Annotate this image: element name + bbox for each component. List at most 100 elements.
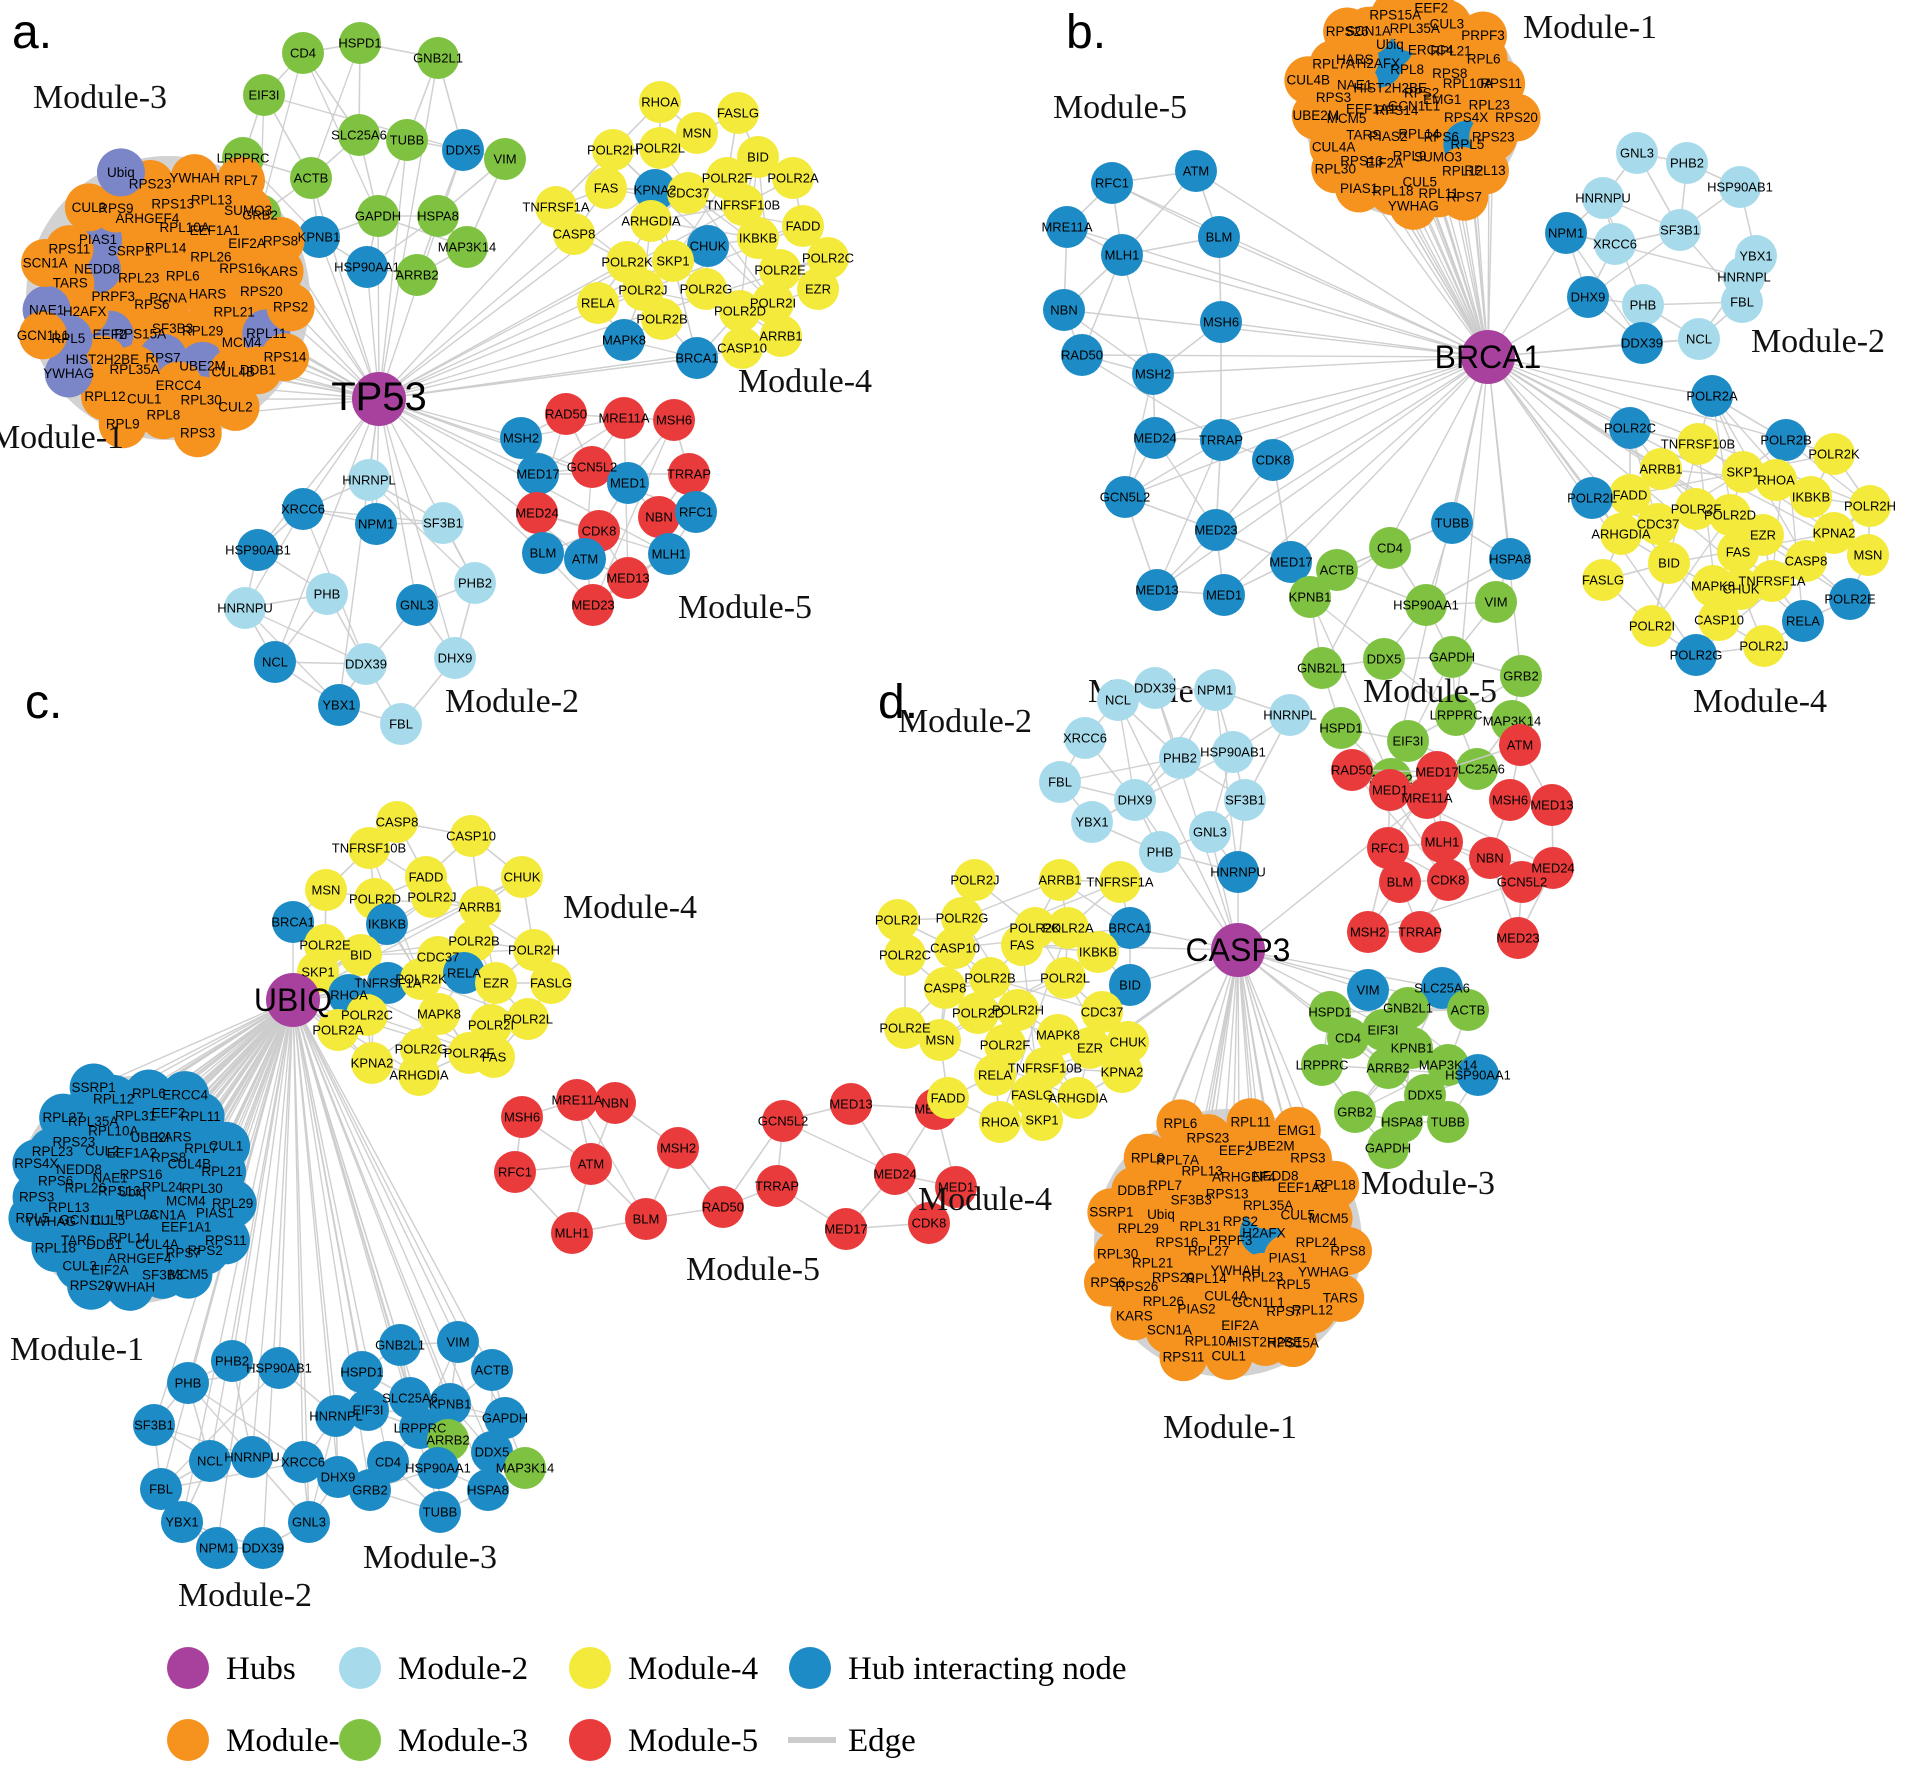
- node-CASP8[interactable]: [376, 801, 418, 843]
- node-YWHAH[interactable]: [170, 154, 219, 203]
- node-NPM1[interactable]: [355, 503, 397, 545]
- node-CASP10[interactable]: [1698, 599, 1740, 641]
- node-GCN5L2[interactable]: [571, 446, 613, 488]
- node-GNL3[interactable]: [288, 1501, 330, 1543]
- node-GNB2L1[interactable]: [1301, 647, 1343, 689]
- node-FADD[interactable]: [782, 205, 824, 247]
- node-ERCC4[interactable]: [161, 1071, 210, 1120]
- node-CASP10[interactable]: [721, 327, 763, 369]
- node-MED1[interactable]: [1203, 574, 1245, 616]
- node-GNL3[interactable]: [396, 584, 438, 626]
- node-MSH2[interactable]: [1347, 911, 1389, 953]
- node-MLH1[interactable]: [1101, 234, 1143, 276]
- node-GAPDH[interactable]: [1367, 1127, 1409, 1169]
- node-CDK8[interactable]: [908, 1202, 950, 1244]
- node-SSRP1[interactable]: [1087, 1188, 1136, 1237]
- node-HSP90AB1[interactable]: [237, 529, 279, 571]
- node-SF3B1[interactable]: [1659, 209, 1701, 251]
- node-RPL11[interactable]: [1226, 1098, 1275, 1147]
- node-MED24[interactable]: [516, 492, 558, 534]
- node-RELA[interactable]: [577, 282, 619, 324]
- node-MAPK8[interactable]: [418, 993, 460, 1035]
- node-RPS11[interactable]: [1159, 1333, 1208, 1382]
- node-MAP3K14[interactable]: [504, 1447, 546, 1489]
- node-RPL30[interactable]: [1311, 145, 1360, 194]
- node-MRE11A[interactable]: [556, 1079, 598, 1121]
- node-NBN[interactable]: [638, 496, 680, 538]
- node-BRCA1[interactable]: [1109, 907, 1151, 949]
- node-HNRNPL[interactable]: [348, 459, 390, 501]
- node-IKBKB[interactable]: [1790, 476, 1832, 518]
- node-BID[interactable]: [737, 136, 779, 178]
- node-POLR2D[interactable]: [1709, 494, 1751, 536]
- node-MED23[interactable]: [572, 584, 614, 626]
- node-MRE11A[interactable]: [1406, 777, 1448, 819]
- node-VIM[interactable]: [437, 1321, 479, 1363]
- node-PRPF3[interactable]: [1458, 11, 1507, 60]
- node-HSP90AB1[interactable]: [1719, 166, 1761, 208]
- node-YBX1[interactable]: [318, 684, 360, 726]
- node-POLR2A[interactable]: [1047, 907, 1089, 949]
- node-ACTB[interactable]: [1447, 989, 1489, 1031]
- node-MED17[interactable]: [1270, 541, 1312, 583]
- node-VIM[interactable]: [1475, 581, 1517, 623]
- node-MAPK8[interactable]: [603, 319, 645, 361]
- node-NPM1[interactable]: [196, 1527, 238, 1569]
- node-RELA[interactable]: [974, 1054, 1016, 1096]
- node-RAD50[interactable]: [702, 1186, 744, 1228]
- node-KARS[interactable]: [1110, 1292, 1159, 1341]
- node-Ubiq[interactable]: [96, 148, 145, 197]
- node-EMG1[interactable]: [1272, 1106, 1321, 1155]
- node-MLH1[interactable]: [648, 533, 690, 575]
- node-CD4[interactable]: [282, 32, 324, 74]
- node-YBX1[interactable]: [161, 1501, 203, 1543]
- node-DDX5[interactable]: [1363, 638, 1405, 680]
- node-HSPD1[interactable]: [1320, 707, 1362, 749]
- node-YWHAG[interactable]: [44, 349, 93, 398]
- node-TNFRSF10B[interactable]: [348, 827, 390, 869]
- node-FBL[interactable]: [1039, 761, 1081, 803]
- node-DHX9[interactable]: [434, 637, 476, 679]
- node-NCL[interactable]: [189, 1440, 231, 1482]
- node-TRRAP[interactable]: [1399, 911, 1441, 953]
- node-DDX39[interactable]: [345, 643, 387, 685]
- node-PHB[interactable]: [167, 1362, 209, 1404]
- node-POLR2I[interactable]: [1631, 605, 1673, 647]
- node-GAPDH[interactable]: [1431, 636, 1473, 678]
- node-RPL5[interactable]: [8, 1194, 57, 1243]
- node-PHB2[interactable]: [211, 1340, 253, 1382]
- node-BLM[interactable]: [1198, 216, 1240, 258]
- node-GCN5L2[interactable]: [1501, 861, 1543, 903]
- node-YWHAH[interactable]: [106, 1262, 155, 1311]
- node-FASLG[interactable]: [530, 962, 572, 1004]
- node-TNFRSF1A[interactable]: [1099, 861, 1141, 903]
- node-LRPPRC[interactable]: [1435, 694, 1477, 736]
- node-BRCA1[interactable]: [676, 337, 718, 379]
- node-RPL29[interactable]: [208, 1179, 257, 1228]
- node-EIF3I[interactable]: [243, 74, 285, 116]
- node-POLR2I[interactable]: [877, 899, 919, 941]
- node-POLR2G[interactable]: [685, 268, 727, 310]
- node-BRCA1[interactable]: [272, 901, 314, 943]
- node-POLR2C[interactable]: [1609, 407, 1651, 449]
- node-HSP90AA1[interactable]: [1405, 584, 1447, 626]
- node-FBL[interactable]: [140, 1468, 182, 1510]
- node-MED24[interactable]: [1134, 417, 1176, 459]
- node-PHB[interactable]: [1622, 284, 1664, 326]
- node-MSH6[interactable]: [501, 1096, 543, 1138]
- node-GCN1L1[interactable]: [18, 311, 67, 360]
- node-SKP1[interactable]: [652, 240, 694, 282]
- node-RHOA[interactable]: [1755, 459, 1797, 501]
- node-YWHAG[interactable]: [1389, 181, 1438, 230]
- node-RPS2[interactable]: [266, 283, 315, 332]
- node-ARRB2[interactable]: [1367, 1047, 1409, 1089]
- node-RPL7[interactable]: [216, 156, 265, 205]
- node-RPL6[interactable]: [124, 1069, 173, 1118]
- node-CASP10[interactable]: [450, 815, 492, 857]
- node-KPNA2[interactable]: [351, 1042, 393, 1084]
- node-HNRNPU[interactable]: [224, 587, 266, 629]
- node-CUL1[interactable]: [1204, 1331, 1253, 1380]
- node-ATM[interactable]: [1175, 150, 1217, 192]
- node-POLR2L[interactable]: [1571, 477, 1613, 519]
- node-EZR[interactable]: [1069, 1027, 1111, 1069]
